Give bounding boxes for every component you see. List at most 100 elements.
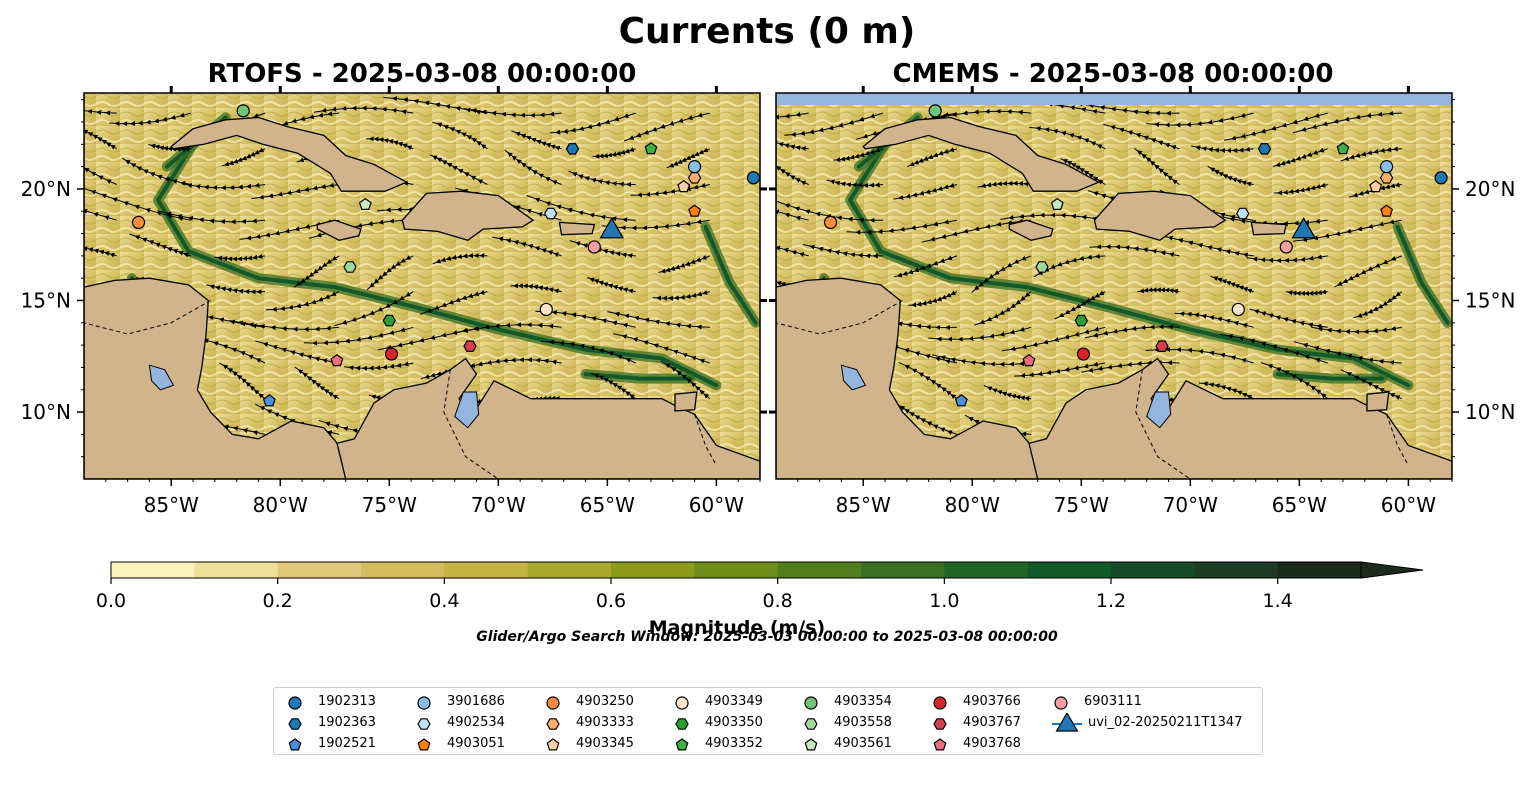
- x-tick-label: 65°W: [1272, 493, 1327, 517]
- colorbar-tick-label: 0.2: [263, 590, 293, 612]
- streamline: [1210, 275, 1254, 294]
- lake-nicaragua: [148, 364, 175, 391]
- legend-marker-icon: [546, 738, 560, 751]
- marker-4903768: [1022, 353, 1036, 367]
- streamline: [623, 112, 710, 142]
- streamline: [1273, 182, 1328, 196]
- legend-label: uvi_02-20250211T1347: [1088, 715, 1243, 730]
- legend-marker-icon: [804, 738, 818, 751]
- streamline: [601, 219, 710, 231]
- streamline: [658, 254, 710, 274]
- legend-marker-icon: [933, 718, 947, 730]
- colorbar-tick-label: 1.0: [929, 590, 959, 612]
- legend-label: 3901686: [447, 694, 505, 709]
- streamline: [550, 112, 636, 135]
- streamline: [1060, 158, 1106, 185]
- colorbar-segment: [1194, 562, 1279, 578]
- streamline: [511, 130, 562, 151]
- legend-label: 1902313: [318, 694, 376, 709]
- x-tick-label: 65°W: [580, 493, 635, 517]
- streamline: [344, 361, 414, 371]
- figure-title: Currents (0 m): [619, 11, 916, 52]
- streamline: [921, 218, 1032, 243]
- streamline: [481, 357, 562, 365]
- panel-rtofs: RTOFS - 2025-03-08 00:00:00 85°W 80°W 75°W…: [21, 59, 767, 517]
- x-tick-label: 75°W: [362, 493, 417, 517]
- marker-3901686: [1379, 160, 1394, 174]
- marker-1902363: [1257, 143, 1272, 155]
- streamline: [607, 311, 710, 330]
- legend-label: 4903333: [576, 715, 634, 730]
- legend-label: 1902521: [318, 736, 376, 751]
- land-south-america: [1028, 357, 1452, 479]
- streamline: [265, 291, 340, 312]
- streamline: [1191, 145, 1254, 154]
- panel-cmems: CMEMS - 2025-03-08 00:00:00 85°W 80°W 75°W…: [769, 59, 1515, 517]
- streamline: [84, 124, 117, 150]
- marker-4903352: [1336, 142, 1350, 155]
- colorbar-segment: [111, 562, 195, 578]
- streamline: [121, 157, 191, 186]
- colorbar-segment: [527, 562, 612, 578]
- streamline: [1340, 146, 1402, 162]
- legend-label: 4903250: [576, 694, 634, 709]
- marker-4903558: [1035, 261, 1049, 273]
- land-trinidad: [1366, 391, 1390, 412]
- legend-circle-icon: [546, 696, 560, 710]
- streamline: [1207, 165, 1254, 187]
- x-tick-label: 70°W: [1163, 493, 1218, 517]
- legend-marker-icon: [546, 696, 560, 710]
- legend-circle-icon: [933, 696, 947, 710]
- streamline: [366, 255, 414, 291]
- legend-marker-icon: [288, 718, 302, 730]
- streamline: [429, 154, 488, 185]
- streamline: [148, 143, 191, 152]
- legend-marker-icon: [804, 718, 818, 730]
- legend-marker-icon: [675, 738, 689, 751]
- marker-4903561: [358, 197, 372, 210]
- land-puerto-rico: [1250, 221, 1288, 236]
- legend-circle-icon: [675, 696, 689, 710]
- streamline: [1340, 369, 1403, 400]
- streamline: [1137, 287, 1180, 294]
- streamline: [613, 333, 710, 364]
- marker-6903111: [1279, 240, 1293, 254]
- marker-4903349: [1231, 302, 1245, 317]
- x-tick-label: 85°W: [144, 493, 199, 517]
- legend-label: 4903354: [834, 694, 892, 709]
- colorbar-tick-label: 1.2: [1096, 590, 1126, 612]
- streamline: [129, 233, 192, 258]
- streamline: [1159, 234, 1254, 258]
- streamline: [977, 180, 1032, 189]
- marker-4903349: [539, 302, 553, 317]
- streamline: [1249, 308, 1328, 329]
- axes-frame-cmems: [775, 92, 1453, 480]
- marker-4903766: [384, 347, 399, 361]
- streamline: [592, 147, 636, 159]
- legend-marker-icon: [417, 718, 431, 730]
- country-border: [84, 300, 211, 335]
- legend-label: 4903766: [963, 694, 1021, 709]
- legend-marker-icon: [417, 696, 431, 710]
- x-tick-label: 80°W: [945, 493, 1000, 517]
- legend-label: 1902363: [318, 715, 376, 730]
- streamline: [908, 290, 958, 308]
- streamline: [84, 150, 117, 185]
- streamline: [383, 96, 488, 115]
- country-border: [1135, 369, 1191, 479]
- streamline: [432, 121, 488, 150]
- y-tick-label: 10°N: [21, 400, 71, 424]
- legend-pentagon-icon: [804, 738, 818, 751]
- marker-uvi_02-20250211t1347: [599, 217, 625, 239]
- streamline: [1054, 290, 1106, 320]
- marker-4903345: [677, 179, 691, 193]
- marker-4903767: [1155, 340, 1169, 352]
- legend-hexagon-icon: [933, 718, 947, 730]
- land-jamaica: [1008, 219, 1054, 241]
- legend-marker-icon: [933, 738, 947, 751]
- marker-uvi_02-20250211t1347: [1291, 217, 1317, 239]
- streamline: [569, 240, 636, 259]
- marker-4903333: [1379, 172, 1394, 184]
- marker-4903350: [382, 314, 396, 327]
